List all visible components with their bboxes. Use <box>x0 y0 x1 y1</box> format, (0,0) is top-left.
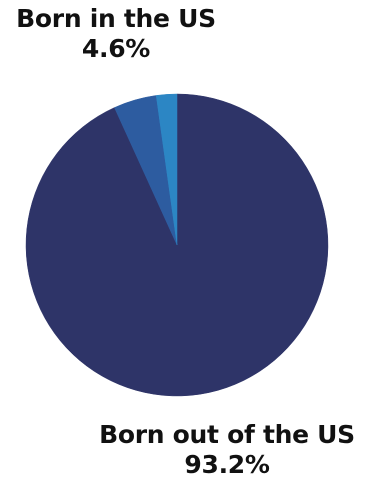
pie-slices <box>25 93 329 397</box>
label-born-out-of-us-name: Born out of the US <box>99 420 355 449</box>
label-born-out-of-us-value: 93.2% <box>184 450 270 479</box>
label-born-in-us-name: Born in the US <box>16 4 216 33</box>
pie-slice-2 <box>155 93 178 246</box>
label-born-in-us-value: 4.6% <box>81 34 151 63</box>
label-born-out-of-us: Born out of the US 93.2% <box>86 420 368 480</box>
label-born-in-us: Born in the US 4.6% <box>0 4 232 64</box>
